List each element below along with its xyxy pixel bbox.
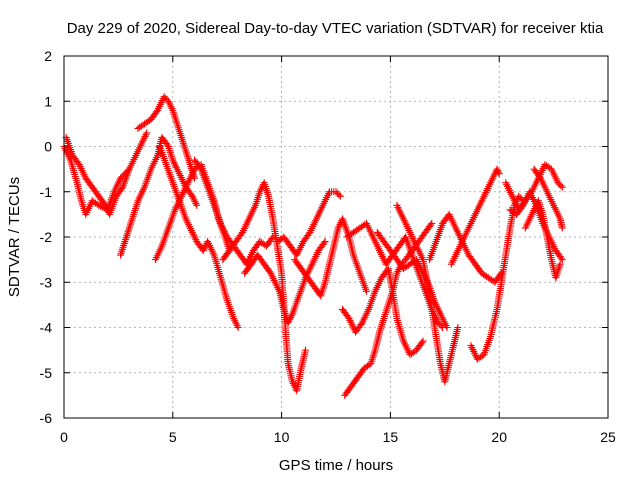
series-trace-8	[219, 179, 309, 394]
data-point	[559, 224, 566, 231]
y-tick-label: -1	[40, 184, 53, 200]
y-tick-label: 0	[44, 139, 52, 155]
y-tick-label: -2	[40, 229, 53, 245]
y-tick-label: 2	[44, 48, 52, 64]
series-trace-5	[152, 161, 233, 263]
chart-title: Day 229 of 2020, Sidereal Day-to-day VTE…	[67, 20, 604, 37]
x-tick-label: 5	[169, 429, 177, 445]
data-points	[61, 93, 566, 399]
x-axis-label: GPS time / hours	[279, 457, 393, 474]
x-tick-label: 25	[600, 429, 616, 445]
x-tick-label: 0	[60, 429, 68, 445]
x-tick-labels: 0 5 10 15 20 25	[60, 429, 616, 445]
x-tick-label: 10	[274, 429, 290, 445]
y-tick-labels: -6 -5 -4 -3 -2 -1 0 1 2	[40, 48, 53, 426]
series-trace-12	[339, 265, 427, 358]
y-tick-label: -6	[40, 410, 53, 426]
y-tick-label: -5	[40, 365, 53, 381]
y-tick-label: -3	[40, 274, 53, 290]
x-tick-label: 20	[491, 429, 507, 445]
series-trace-23	[531, 166, 566, 232]
y-tick-label: 1	[44, 93, 52, 109]
sdtvar-chart: Day 229 of 2020, Sidereal Day-to-day VTE…	[0, 0, 640, 480]
y-axis-label: SDTVAR / TECUs	[6, 177, 23, 297]
series-trace-18	[448, 166, 503, 268]
series-trace-17	[426, 211, 505, 286]
x-tick-label: 15	[383, 429, 399, 445]
y-tick-label: -4	[40, 320, 53, 336]
